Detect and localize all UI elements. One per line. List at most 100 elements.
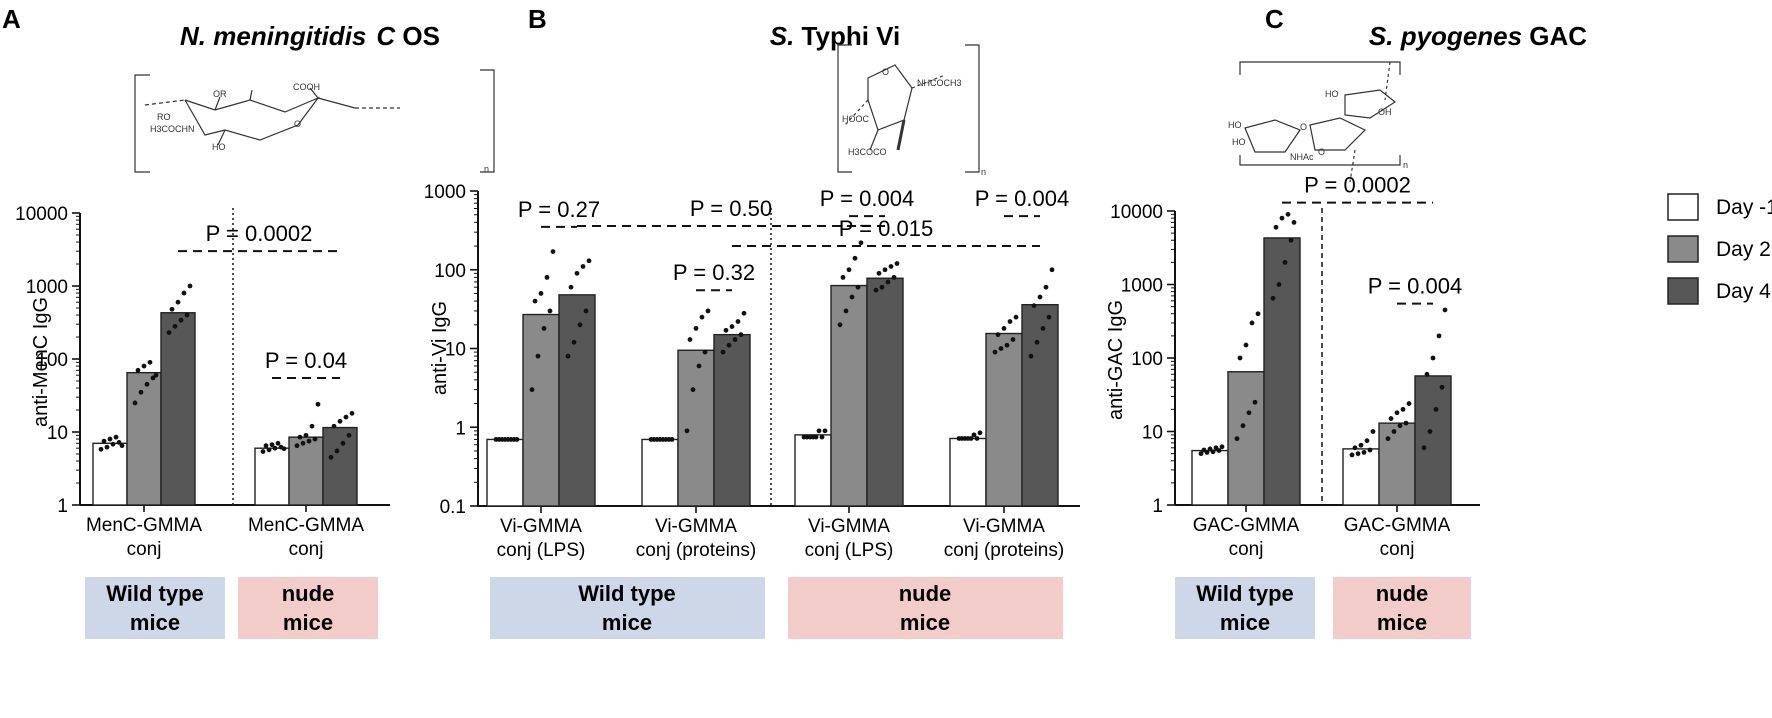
data-point-a xyxy=(138,389,144,395)
pvalue-label-b: P = 0.015 xyxy=(839,216,933,241)
data-point-b xyxy=(858,240,864,246)
data-point-c xyxy=(1279,215,1285,221)
chem-structure-a xyxy=(134,69,495,173)
data-point-b xyxy=(544,274,550,280)
pvalue-label-b: P = 0.50 xyxy=(690,196,772,221)
category-label-c: conj xyxy=(1229,539,1264,560)
data-point-c xyxy=(1246,410,1252,416)
group-a-nude-line2: mice xyxy=(283,610,333,635)
category-label-a: MenC-GMMA xyxy=(86,515,202,536)
data-point-b xyxy=(693,325,699,331)
pvalue-label-c: P = 0.004 xyxy=(1368,274,1462,299)
panel-a-title: N. meningitidis C OS xyxy=(180,21,440,51)
data-point-b xyxy=(532,298,538,304)
group-boxes: Wild type mice nude mice Wild type mice … xyxy=(85,577,1471,639)
group-box-c-wild xyxy=(1175,577,1315,639)
chem-c-lbl-2: HO xyxy=(1228,120,1242,130)
bar-b-g1-s0 xyxy=(641,438,679,507)
pvalue-label-b: P = 0.004 xyxy=(820,186,914,211)
category-label-a: MenC-GMMA xyxy=(248,515,364,536)
group-b-wild-line2: mice xyxy=(602,610,652,635)
data-point-b xyxy=(810,434,816,440)
data-point-b xyxy=(529,387,535,393)
data-point-b xyxy=(508,437,514,442)
chem-a-lbl-5: O xyxy=(294,119,301,129)
data-point-b xyxy=(882,267,888,273)
chem-b-lbl-1: NHCOCH3 xyxy=(917,78,962,88)
data-point-b xyxy=(1043,284,1049,290)
data-point-a xyxy=(153,372,159,378)
bar-b-g3-s2 xyxy=(1021,303,1059,507)
category-label-c: GAC-GMMA xyxy=(1193,515,1300,536)
data-point-b xyxy=(1007,319,1013,324)
panel-letter-a: A xyxy=(2,4,21,34)
group-b-nude-line1: nude xyxy=(899,581,952,606)
data-point-c xyxy=(1400,406,1406,412)
data-point-b xyxy=(1049,267,1055,273)
chem-b-lbl-4: n xyxy=(981,167,986,177)
data-point-a xyxy=(147,359,153,365)
data-point-c xyxy=(1406,401,1412,406)
data-point-a xyxy=(312,436,318,442)
data-point-c xyxy=(1358,442,1364,448)
data-point-a xyxy=(172,323,178,329)
chem-labels-c: HO OH HO HO O NHAc O n xyxy=(1228,89,1408,170)
data-point-b xyxy=(720,349,726,355)
data-point-c xyxy=(1273,224,1279,230)
data-point-c xyxy=(1364,438,1370,444)
data-point-a xyxy=(269,442,275,448)
data-point-b xyxy=(965,436,971,441)
data-point-b xyxy=(729,324,735,329)
data-point-b xyxy=(816,428,822,434)
bar-a-g0-s0 xyxy=(92,442,128,506)
panel-letter-b: B xyxy=(528,4,547,34)
bar-c-g0-s2 xyxy=(1263,237,1301,506)
bar-c-g1-s0 xyxy=(1342,448,1380,506)
data-point-b xyxy=(586,258,592,264)
data-point-b xyxy=(568,284,574,290)
data-point-c xyxy=(1421,445,1427,451)
bar-b-g0-s1 xyxy=(522,313,560,507)
category-label-b: Vi-GMMA xyxy=(500,516,582,537)
y-tick-label-b: 1000 xyxy=(424,182,466,203)
data-point-b xyxy=(583,308,589,314)
bar-b-g2-s1 xyxy=(830,284,868,507)
data-point-a xyxy=(98,446,104,452)
data-point-b xyxy=(1040,325,1046,331)
y-tick-label-a: 1000 xyxy=(26,277,68,298)
category-label-b: Vi-GMMA xyxy=(655,516,737,537)
data-point-b xyxy=(837,322,843,328)
data-point-b xyxy=(855,284,861,290)
data-point-b xyxy=(888,264,894,269)
chem-c-lbl-7: n xyxy=(1403,160,1408,170)
panel-b-title: S. Typhi Vi xyxy=(770,21,901,51)
group-c-nude-line2: mice xyxy=(1377,610,1427,635)
data-point-a xyxy=(135,367,141,373)
data-point-c xyxy=(1210,449,1216,455)
data-point-b xyxy=(876,270,882,276)
y-tick-label-b: 1 xyxy=(455,418,466,439)
data-point-c xyxy=(1234,436,1240,442)
chem-b-lbl-3: H3COCO xyxy=(848,147,887,157)
y-tick-label-b: 100 xyxy=(434,261,466,282)
data-point-c xyxy=(1355,451,1361,457)
data-point-a xyxy=(116,440,122,445)
data-point-a xyxy=(294,443,300,449)
data-point-a xyxy=(104,444,110,450)
data-point-c xyxy=(1349,452,1355,458)
chem-a-lbl-2: COOH xyxy=(293,82,320,92)
data-point-a xyxy=(119,443,125,449)
data-point-b xyxy=(580,264,586,269)
data-point-b xyxy=(1010,337,1016,342)
data-point-b xyxy=(541,325,547,331)
data-point-c xyxy=(1385,436,1391,442)
data-point-a xyxy=(297,434,303,440)
data-point-b xyxy=(496,437,502,442)
data-point-c xyxy=(1439,384,1445,390)
chem-a-lbl-6: n xyxy=(484,164,489,174)
group-a-wild-line2: mice xyxy=(130,610,180,635)
data-point-c xyxy=(1291,219,1297,225)
chem-c-lbl-0: HO xyxy=(1325,89,1339,99)
bar-b-g1-s1 xyxy=(677,349,715,507)
data-point-b xyxy=(651,437,657,442)
